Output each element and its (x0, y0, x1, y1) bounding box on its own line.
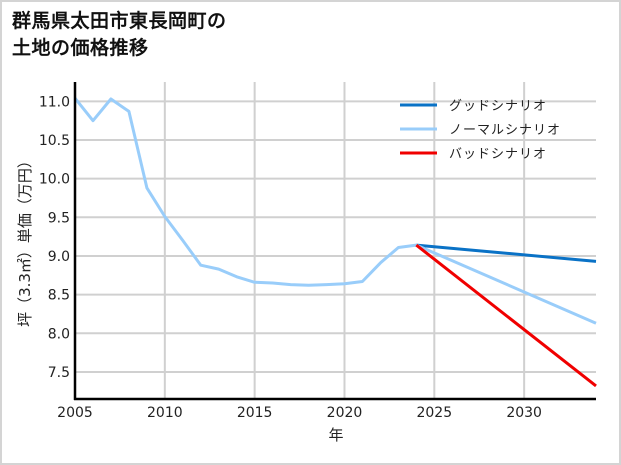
x-tick-label: 2010 (147, 405, 183, 421)
y-tick-label: 10.0 (39, 172, 70, 188)
series-line-2 (415, 243, 597, 388)
x-tick-label: 2005 (57, 405, 93, 421)
x-tick-labels: 2005 2010 2015 2020 2025 2030 (57, 405, 542, 421)
chart-title-line1: 群馬県太田市東長岡町の (12, 10, 227, 32)
x-axis-label: 年 (328, 426, 343, 444)
y-tick-label: 9.0 (48, 249, 70, 265)
legend-label-0: グッドシナリオ (449, 99, 547, 114)
grid-lines (74, 82, 596, 399)
y-tick-label: 8.5 (48, 288, 70, 304)
y-tick-label: 8.0 (48, 326, 70, 342)
y-axis-label: 坪（3.3㎡）単価（万円） (16, 153, 34, 327)
x-tick-label: 2020 (327, 405, 363, 421)
axes (73, 82, 596, 401)
legend-label-1: ノーマルシナリオ (449, 123, 561, 138)
legend-label-2: バッドシナリオ (449, 147, 547, 162)
y-tick-labels: 7.5 8.0 8.5 9.0 9.5 10.0 10.5 11.0 (39, 94, 70, 381)
series-line-0 (416, 243, 597, 263)
series-lines (73, 97, 597, 388)
x-tick-label: 2030 (506, 405, 542, 421)
y-tick-label: 9.5 (48, 210, 70, 226)
series-line-1 (73, 97, 597, 325)
y-tick-label: 11.0 (39, 94, 70, 110)
y-tick-label: 10.5 (39, 133, 70, 149)
x-tick-label: 2025 (416, 405, 452, 421)
y-tick-label: 7.5 (48, 365, 70, 381)
chart-title: 群馬県太田市東長岡町の 土地の価格推移 (12, 8, 227, 62)
chart-title-line2: 土地の価格推移 (12, 37, 149, 59)
x-tick-label: 2015 (237, 405, 273, 421)
